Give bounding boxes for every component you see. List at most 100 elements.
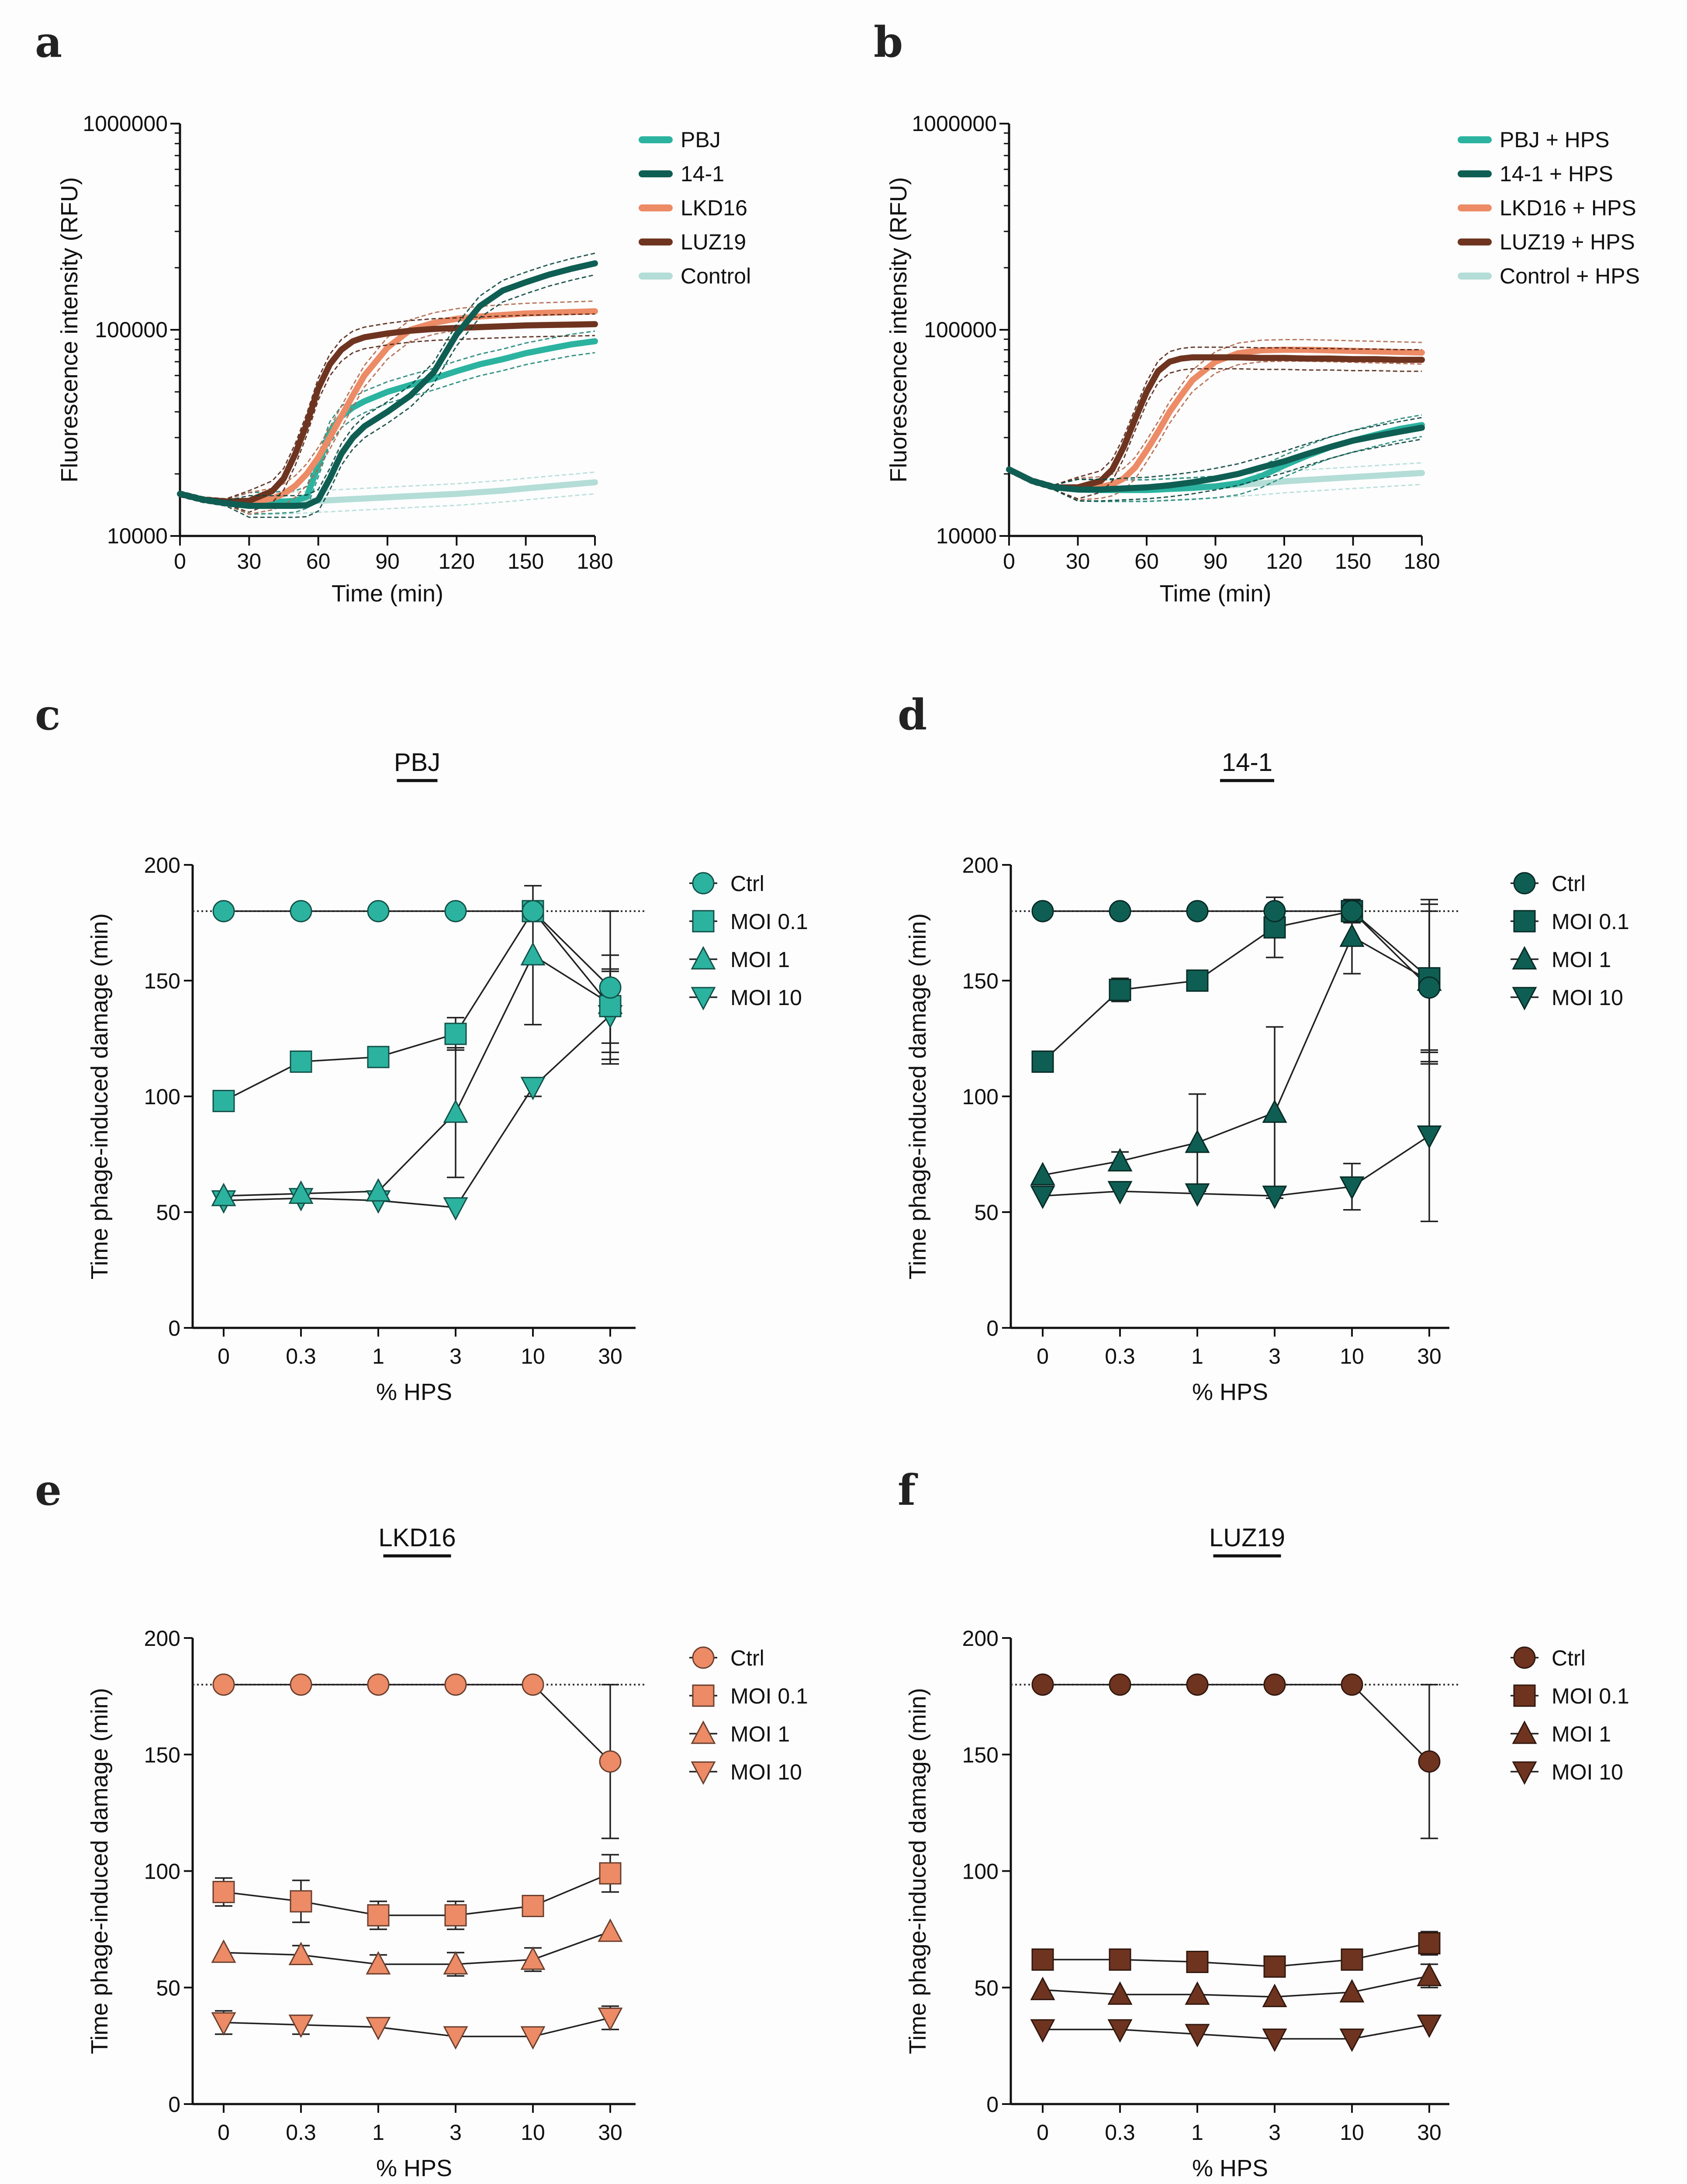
legend-label: MOI 0.1 bbox=[730, 1684, 808, 1708]
series-line bbox=[1043, 2024, 1430, 2040]
data-point-ctrl bbox=[290, 900, 312, 923]
series-line bbox=[224, 1683, 611, 1762]
legend-label: 14-1 + HPS bbox=[1500, 162, 1613, 186]
data-point-moi-10 bbox=[1185, 2024, 1210, 2048]
x-tick-label: 0.3 bbox=[286, 1344, 316, 1368]
series-line bbox=[1042, 910, 1430, 1062]
panel-title: 14-1 bbox=[1222, 748, 1272, 777]
data-point-moi-1 bbox=[288, 1942, 314, 1966]
x-tick-label: 0 bbox=[218, 1344, 230, 1368]
x-tick-label: 90 bbox=[375, 549, 400, 574]
data-point-ctrl bbox=[599, 1750, 622, 1773]
legend-label: MOI 0.1 bbox=[1552, 1684, 1629, 1708]
y-tick-label: 100 bbox=[962, 1085, 999, 1109]
data-point-moi-1 bbox=[1417, 1963, 1442, 1987]
legend-label: MOI 1 bbox=[730, 947, 790, 972]
series-sd-lower-line bbox=[180, 352, 595, 515]
data-point-ctrl bbox=[290, 1673, 312, 1696]
y-tick-label: 50 bbox=[156, 1200, 180, 1225]
series-line bbox=[223, 954, 611, 1197]
data-point-moi-0-1 bbox=[1418, 1932, 1441, 1955]
y-tick-label: 150 bbox=[144, 969, 180, 993]
y-tick-label: 0 bbox=[986, 2092, 999, 2117]
data-point-moi-1 bbox=[1107, 1148, 1133, 1171]
y-tick-label: 10000 bbox=[936, 524, 997, 548]
x-tick-label: 30 bbox=[1066, 549, 1090, 574]
data-point-moi-0-1 bbox=[290, 1051, 312, 1073]
data-point-moi-1 bbox=[1262, 1984, 1287, 2008]
data-point-moi-10 bbox=[1262, 1185, 1287, 1209]
x-tick-label: 60 bbox=[1134, 549, 1159, 574]
data-point-ctrl bbox=[1109, 900, 1131, 923]
y-tick-label: 150 bbox=[962, 1743, 999, 1767]
legend-marker bbox=[1513, 910, 1536, 933]
x-tick-label: 0 bbox=[218, 2120, 230, 2145]
data-point-moi-0-1 bbox=[599, 995, 622, 1017]
y-tick-label: 50 bbox=[156, 1976, 180, 2000]
series-sd-upper-line bbox=[180, 313, 595, 500]
x-tick-label: 1 bbox=[1191, 2120, 1203, 2145]
series-sd-lower-line bbox=[1009, 438, 1422, 502]
data-point-moi-0-1 bbox=[444, 1904, 467, 1927]
legend-label: Ctrl bbox=[1552, 871, 1586, 896]
x-tick-label: 3 bbox=[449, 2120, 462, 2145]
panel-e: e LKD16 0 50 100 150 200 0 0.3 1 3 10 30 % HPS Time ph… bbox=[35, 1465, 808, 2181]
data-point-moi-10 bbox=[1030, 2019, 1055, 2043]
data-point-moi-10 bbox=[1030, 1185, 1055, 1209]
data-point-moi-1 bbox=[1262, 1099, 1287, 1123]
series-line bbox=[177, 321, 598, 505]
series-line bbox=[1006, 354, 1425, 491]
data-point-moi-0-1 bbox=[367, 1904, 390, 1927]
data-point-ctrl bbox=[1418, 976, 1441, 999]
data-point-moi-1 bbox=[1030, 1977, 1055, 2001]
series-sd-lower-line bbox=[180, 322, 595, 515]
x-tick-label: 0 bbox=[1037, 2120, 1049, 2145]
x-tick-label: 180 bbox=[577, 549, 613, 574]
legend-label: Control + HPS bbox=[1500, 264, 1640, 288]
data-point-moi-1 bbox=[366, 1951, 391, 1975]
series-line bbox=[1043, 1942, 1430, 1967]
x-tick-label: 150 bbox=[1335, 549, 1371, 574]
data-point-moi-0-1 bbox=[444, 1023, 467, 1045]
data-point-moi-10 bbox=[1339, 2028, 1365, 2052]
legend-marker bbox=[691, 987, 716, 1011]
y-tick-label: 0 bbox=[168, 2092, 180, 2117]
y-axis-title: Time phage-induced damage (min) bbox=[86, 913, 113, 1279]
legend-label: MOI 10 bbox=[1552, 985, 1623, 1010]
data-point-ctrl bbox=[1263, 900, 1286, 923]
y-tick-label: 200 bbox=[144, 853, 180, 878]
x-tick-label: 3 bbox=[1269, 2120, 1281, 2145]
data-point-ctrl bbox=[444, 1673, 467, 1696]
legend-marker bbox=[1512, 1761, 1537, 1785]
x-axis-title: % HPS bbox=[1192, 1379, 1268, 1405]
data-point-ctrl bbox=[1418, 1750, 1441, 1773]
legend-marker bbox=[692, 910, 715, 933]
data-point-moi-0-1 bbox=[290, 1890, 312, 1913]
series-line bbox=[223, 1873, 611, 1916]
data-point-ctrl bbox=[1031, 900, 1054, 923]
x-axis-title: Time (min) bbox=[332, 581, 443, 607]
x-tick-label: 0.3 bbox=[1105, 1344, 1135, 1368]
legend-label: Ctrl bbox=[730, 1646, 764, 1670]
data-point-moi-10 bbox=[211, 2012, 236, 2036]
legend-label: Ctrl bbox=[730, 871, 764, 896]
data-point-moi-0-1 bbox=[1341, 1948, 1363, 1971]
legend-label: MOI 1 bbox=[730, 1722, 790, 1746]
data-point-moi-1 bbox=[443, 1099, 468, 1123]
data-point-moi-0-1 bbox=[1109, 978, 1131, 1001]
x-tick-label: 30 bbox=[237, 549, 262, 574]
y-axis-title: Time phage-induced damage (min) bbox=[905, 1688, 931, 2054]
data-point-moi-10 bbox=[520, 1077, 546, 1101]
legend-label: MOI 10 bbox=[730, 1760, 802, 1784]
legend-marker bbox=[1513, 1646, 1536, 1669]
legend-marker bbox=[691, 1720, 716, 1744]
series-line bbox=[223, 910, 611, 1102]
x-tick-label: 0 bbox=[1003, 549, 1015, 574]
data-point-moi-10 bbox=[1107, 1181, 1133, 1205]
data-point-ctrl bbox=[522, 900, 544, 923]
data-point-moi-10 bbox=[443, 1197, 468, 1221]
legend-label: PBJ + HPS bbox=[1500, 128, 1610, 152]
y-axis-title: Fluorescence intensity (RFU) bbox=[885, 177, 912, 482]
